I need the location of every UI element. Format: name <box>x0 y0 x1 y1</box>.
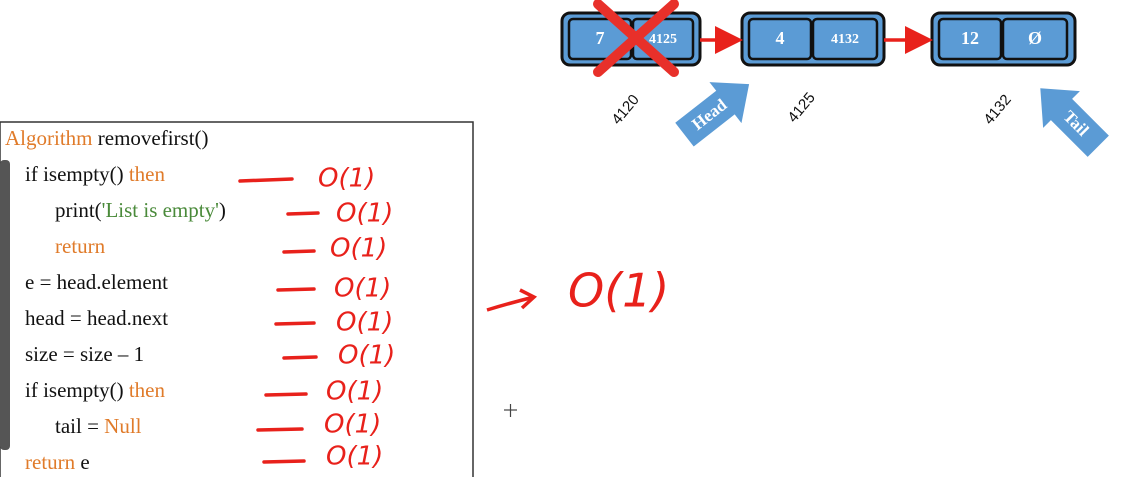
code-token: head = head.next <box>25 306 168 330</box>
complexity: O(1) <box>334 274 391 304</box>
code-token: Algorithm <box>5 126 93 150</box>
node-value: 12 <box>961 28 979 48</box>
complexity: O(1) <box>326 442 383 472</box>
node: 12 Ø <box>930 11 1077 67</box>
code-line: if isempty() then <box>25 162 165 186</box>
address: 4120 <box>608 91 642 127</box>
head-pointer: Head <box>675 82 750 147</box>
code-token: ) <box>219 198 226 222</box>
code-token: e = head.element <box>25 270 168 294</box>
code-line: size = size – 1 <box>25 342 144 366</box>
dash <box>282 249 316 254</box>
complexity: O(1) <box>336 308 393 338</box>
code-token: return <box>25 450 76 474</box>
code-token: then <box>124 162 166 186</box>
complexity: O(1) <box>318 164 375 194</box>
address: 4125 <box>784 89 818 125</box>
node-next: Ø <box>1028 28 1042 48</box>
dash <box>256 427 304 432</box>
complexity: O(1) <box>330 234 387 264</box>
complexity: O(1) <box>336 199 393 229</box>
node-next: 4125 <box>649 32 677 47</box>
code-token: return <box>55 234 106 258</box>
complexity: O(1) <box>338 341 395 371</box>
code-token: then <box>124 378 166 402</box>
code-token: tail = <box>55 414 104 438</box>
complexity: O(1) <box>326 377 383 407</box>
code-token: if isempty() <box>25 162 124 186</box>
cursor <box>504 404 517 417</box>
code-line: head = head.next <box>25 306 168 330</box>
code-line: tail = Null <box>55 414 142 438</box>
dash <box>262 459 306 464</box>
dash <box>238 177 294 183</box>
dash <box>274 321 316 326</box>
code-line: return e <box>25 450 90 474</box>
code-token: size = size – 1 <box>25 342 144 366</box>
node-value: 4 <box>776 28 785 48</box>
code-line: e = head.element <box>25 270 168 294</box>
code-token: print( <box>55 198 102 222</box>
address: 4132 <box>980 91 1014 127</box>
tail-pointer: Tail <box>1040 88 1109 157</box>
code-token: e <box>75 450 90 474</box>
code-token: Null <box>104 414 142 438</box>
code-token: 'List is empty' <box>102 198 219 222</box>
complexity: O(1) <box>324 410 381 440</box>
code-token: if isempty() <box>25 378 124 402</box>
code-line: Algorithm removefirst() <box>5 126 209 150</box>
code-box <box>0 121 474 477</box>
dash <box>286 211 320 216</box>
dash <box>264 392 308 397</box>
code-token: removefirst() <box>93 126 209 150</box>
code-line: if isempty() then <box>25 378 165 402</box>
dash <box>276 287 316 292</box>
code-line: return <box>55 234 106 258</box>
node: 4 4132 <box>740 11 886 67</box>
side-bar <box>0 160 10 450</box>
node-value: 7 <box>596 28 605 48</box>
result-arrow <box>486 288 538 312</box>
code-line: print('List is empty') <box>55 198 226 222</box>
total-complexity: O(1) <box>568 264 669 318</box>
dash <box>282 355 318 360</box>
cross-out <box>593 0 679 77</box>
node-next: 4132 <box>831 32 859 47</box>
